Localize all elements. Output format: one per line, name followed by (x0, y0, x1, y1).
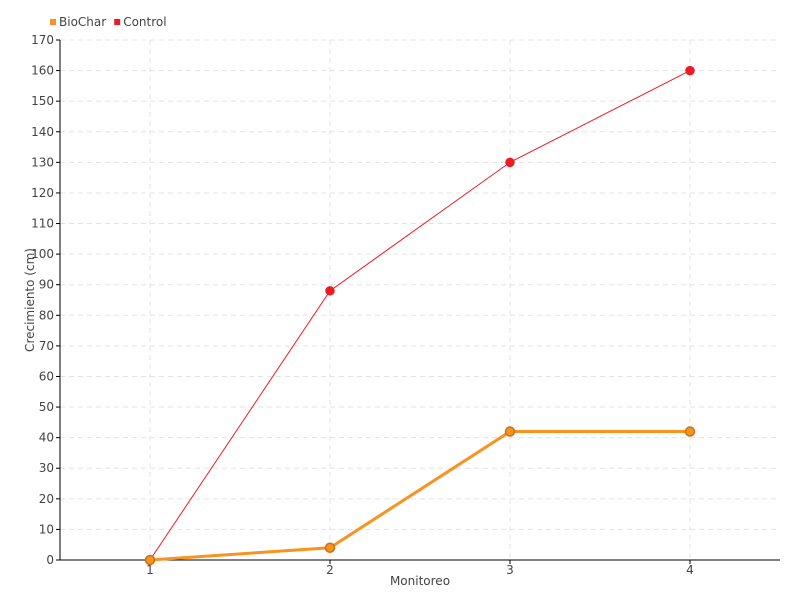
legend-marker-biochar (50, 19, 56, 25)
series-line-control (149, 70, 691, 561)
y-tick-label: 150 (31, 94, 54, 108)
x-axis-label: Monitoreo (390, 574, 450, 588)
x-tick-label: 1 (146, 563, 154, 577)
y-tick-label: 70 (39, 339, 54, 353)
y-tick-label: 120 (31, 186, 54, 200)
y-tick-label: 0 (46, 553, 54, 567)
data-point-biochar (144, 554, 156, 566)
data-point-control (325, 286, 335, 296)
y-tick-label: 10 (39, 522, 54, 536)
series-line-biochar (149, 430, 690, 562)
y-tick-label: 90 (39, 278, 54, 292)
y-tick-label: 130 (31, 155, 54, 169)
y-tick-label: 60 (39, 369, 54, 383)
data-point-control (685, 65, 695, 76)
y-tick-label: 40 (39, 431, 54, 445)
x-tick-label: 4 (686, 563, 694, 577)
data-point-biochar (324, 542, 336, 554)
y-tick-label: 160 (31, 64, 54, 78)
y-tick-label: 50 (39, 400, 54, 414)
y-axis-label: Crecimiento (cm) (23, 248, 37, 352)
legend-marker-control (114, 19, 121, 25)
y-tick-label: 100 (31, 247, 54, 261)
data-point-biochar (684, 426, 696, 437)
x-tick-label: 3 (506, 563, 514, 577)
y-tick-label: 140 (31, 125, 54, 139)
legend-label-control: Control (123, 15, 166, 29)
y-tick-label: 80 (39, 308, 54, 322)
data-point-control (505, 157, 515, 168)
x-tick-label: 2 (326, 563, 334, 577)
data-point-biochar (504, 426, 516, 437)
y-tick-label: 20 (39, 492, 54, 506)
y-tick-label: 110 (31, 217, 54, 231)
y-tick-label: 170 (31, 33, 54, 47)
y-tick-label: 30 (39, 461, 54, 475)
legend-label-biochar: BioChar (59, 15, 106, 29)
